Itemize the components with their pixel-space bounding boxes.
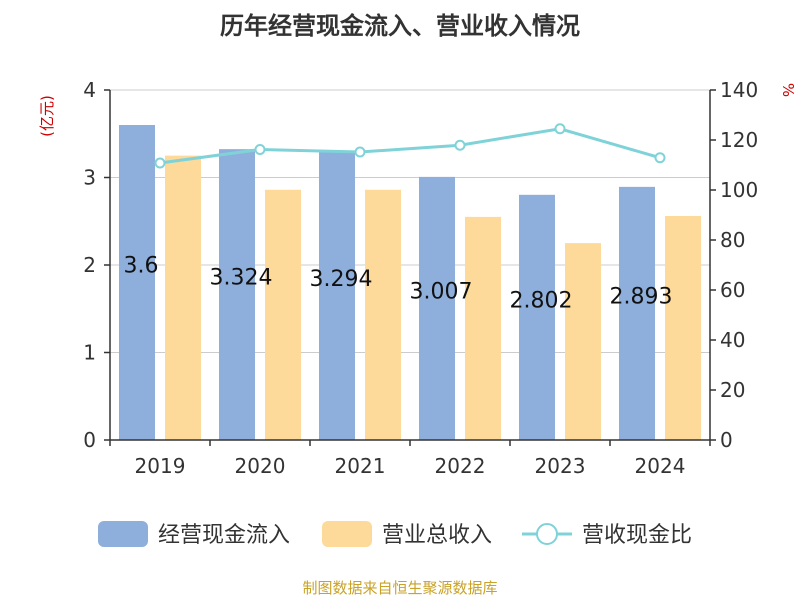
data-label-2020: 3.324 xyxy=(210,266,273,291)
y-left-tick-label-4: 4 xyxy=(83,78,96,102)
bar-cash-inflow-2020 xyxy=(219,149,255,440)
y-left-tick-label-0: 0 xyxy=(83,428,96,452)
legend-swatch-0 xyxy=(98,521,148,547)
y-right-tick-label-120: 120 xyxy=(720,128,758,152)
bar-cash-inflow-2021 xyxy=(319,151,355,440)
bar-cash-inflow-2022 xyxy=(419,176,455,440)
ratio-point-2023 xyxy=(554,123,566,135)
bar-revenue-2020 xyxy=(265,189,301,440)
ratio-point-2021 xyxy=(354,146,366,158)
bar-cash-inflow-2023 xyxy=(519,194,555,440)
data-label-2021: 3.294 xyxy=(310,267,373,292)
legend-label-1: 营业总收入 xyxy=(382,523,492,548)
data-label-2022: 3.007 xyxy=(410,279,473,304)
bar-revenue-2022 xyxy=(465,216,501,440)
x-tick-label-2020: 2020 xyxy=(235,454,286,478)
bar-revenue-2023 xyxy=(565,243,601,440)
legend-swatch-marker-2 xyxy=(536,523,558,545)
x-tick-label-2024: 2024 xyxy=(635,454,686,478)
data-label-2019: 3.6 xyxy=(124,254,159,279)
bar-revenue-2024 xyxy=(665,216,701,440)
bar-revenue-2019 xyxy=(165,155,201,440)
data-labels-group: 3.6 3.324 3.294 3.007 2.802 2.893 xyxy=(124,254,673,314)
y-left-axis-label: (亿元) xyxy=(38,95,56,137)
grid-lines xyxy=(110,89,710,353)
ratio-point-2020 xyxy=(254,144,266,155)
y-right-tick-label-60: 60 xyxy=(720,278,745,302)
ratio-point-2022 xyxy=(454,139,466,151)
y-right-tick-label-140: 140 xyxy=(720,78,758,102)
y-right-tick-label-80: 80 xyxy=(720,228,745,252)
y-right-tick-label-40: 40 xyxy=(720,328,745,352)
ratio-line-group xyxy=(154,123,666,169)
ratio-point-2019 xyxy=(154,157,166,169)
data-label-2023: 2.802 xyxy=(510,288,573,313)
y-right-tick-label-100: 100 xyxy=(720,178,758,202)
data-label-2024: 2.893 xyxy=(610,284,673,309)
x-tick-label-2023: 2023 xyxy=(535,454,586,478)
ratio-point-2024 xyxy=(654,152,666,164)
x-tick-label-2019: 2019 xyxy=(135,454,186,478)
x-tick-label-2021: 2021 xyxy=(335,454,386,478)
legend-label-2: 营收现金比 xyxy=(582,523,692,548)
bar-revenue-2021 xyxy=(365,189,401,440)
y-right-axis-label: % xyxy=(779,83,797,97)
source-note: 制图数据来自恒生聚源数据库 xyxy=(302,579,497,597)
y-left-tick-label-3: 3 xyxy=(83,166,96,190)
chart-title: 历年经营现金流入、营业收入情况 xyxy=(220,12,580,40)
legend: 经营现金流入 营业总收入 营收现金比 xyxy=(98,521,692,548)
bar-cash-inflow-2019 xyxy=(119,125,155,440)
bar-cash-inflow-2024 xyxy=(619,186,655,440)
bar-series-group xyxy=(119,125,701,440)
x-tick-label-2022: 2022 xyxy=(435,454,486,478)
y-left-tick-label-2: 2 xyxy=(83,253,96,277)
y-left-tick-label-1: 1 xyxy=(83,341,96,365)
legend-swatch-1 xyxy=(322,521,372,547)
ratio-line xyxy=(159,127,661,165)
legend-label-0: 经营现金流入 xyxy=(158,523,290,548)
y-right-tick-label-0: 0 xyxy=(720,428,733,452)
y-right-tick-label-20: 20 xyxy=(720,378,745,402)
